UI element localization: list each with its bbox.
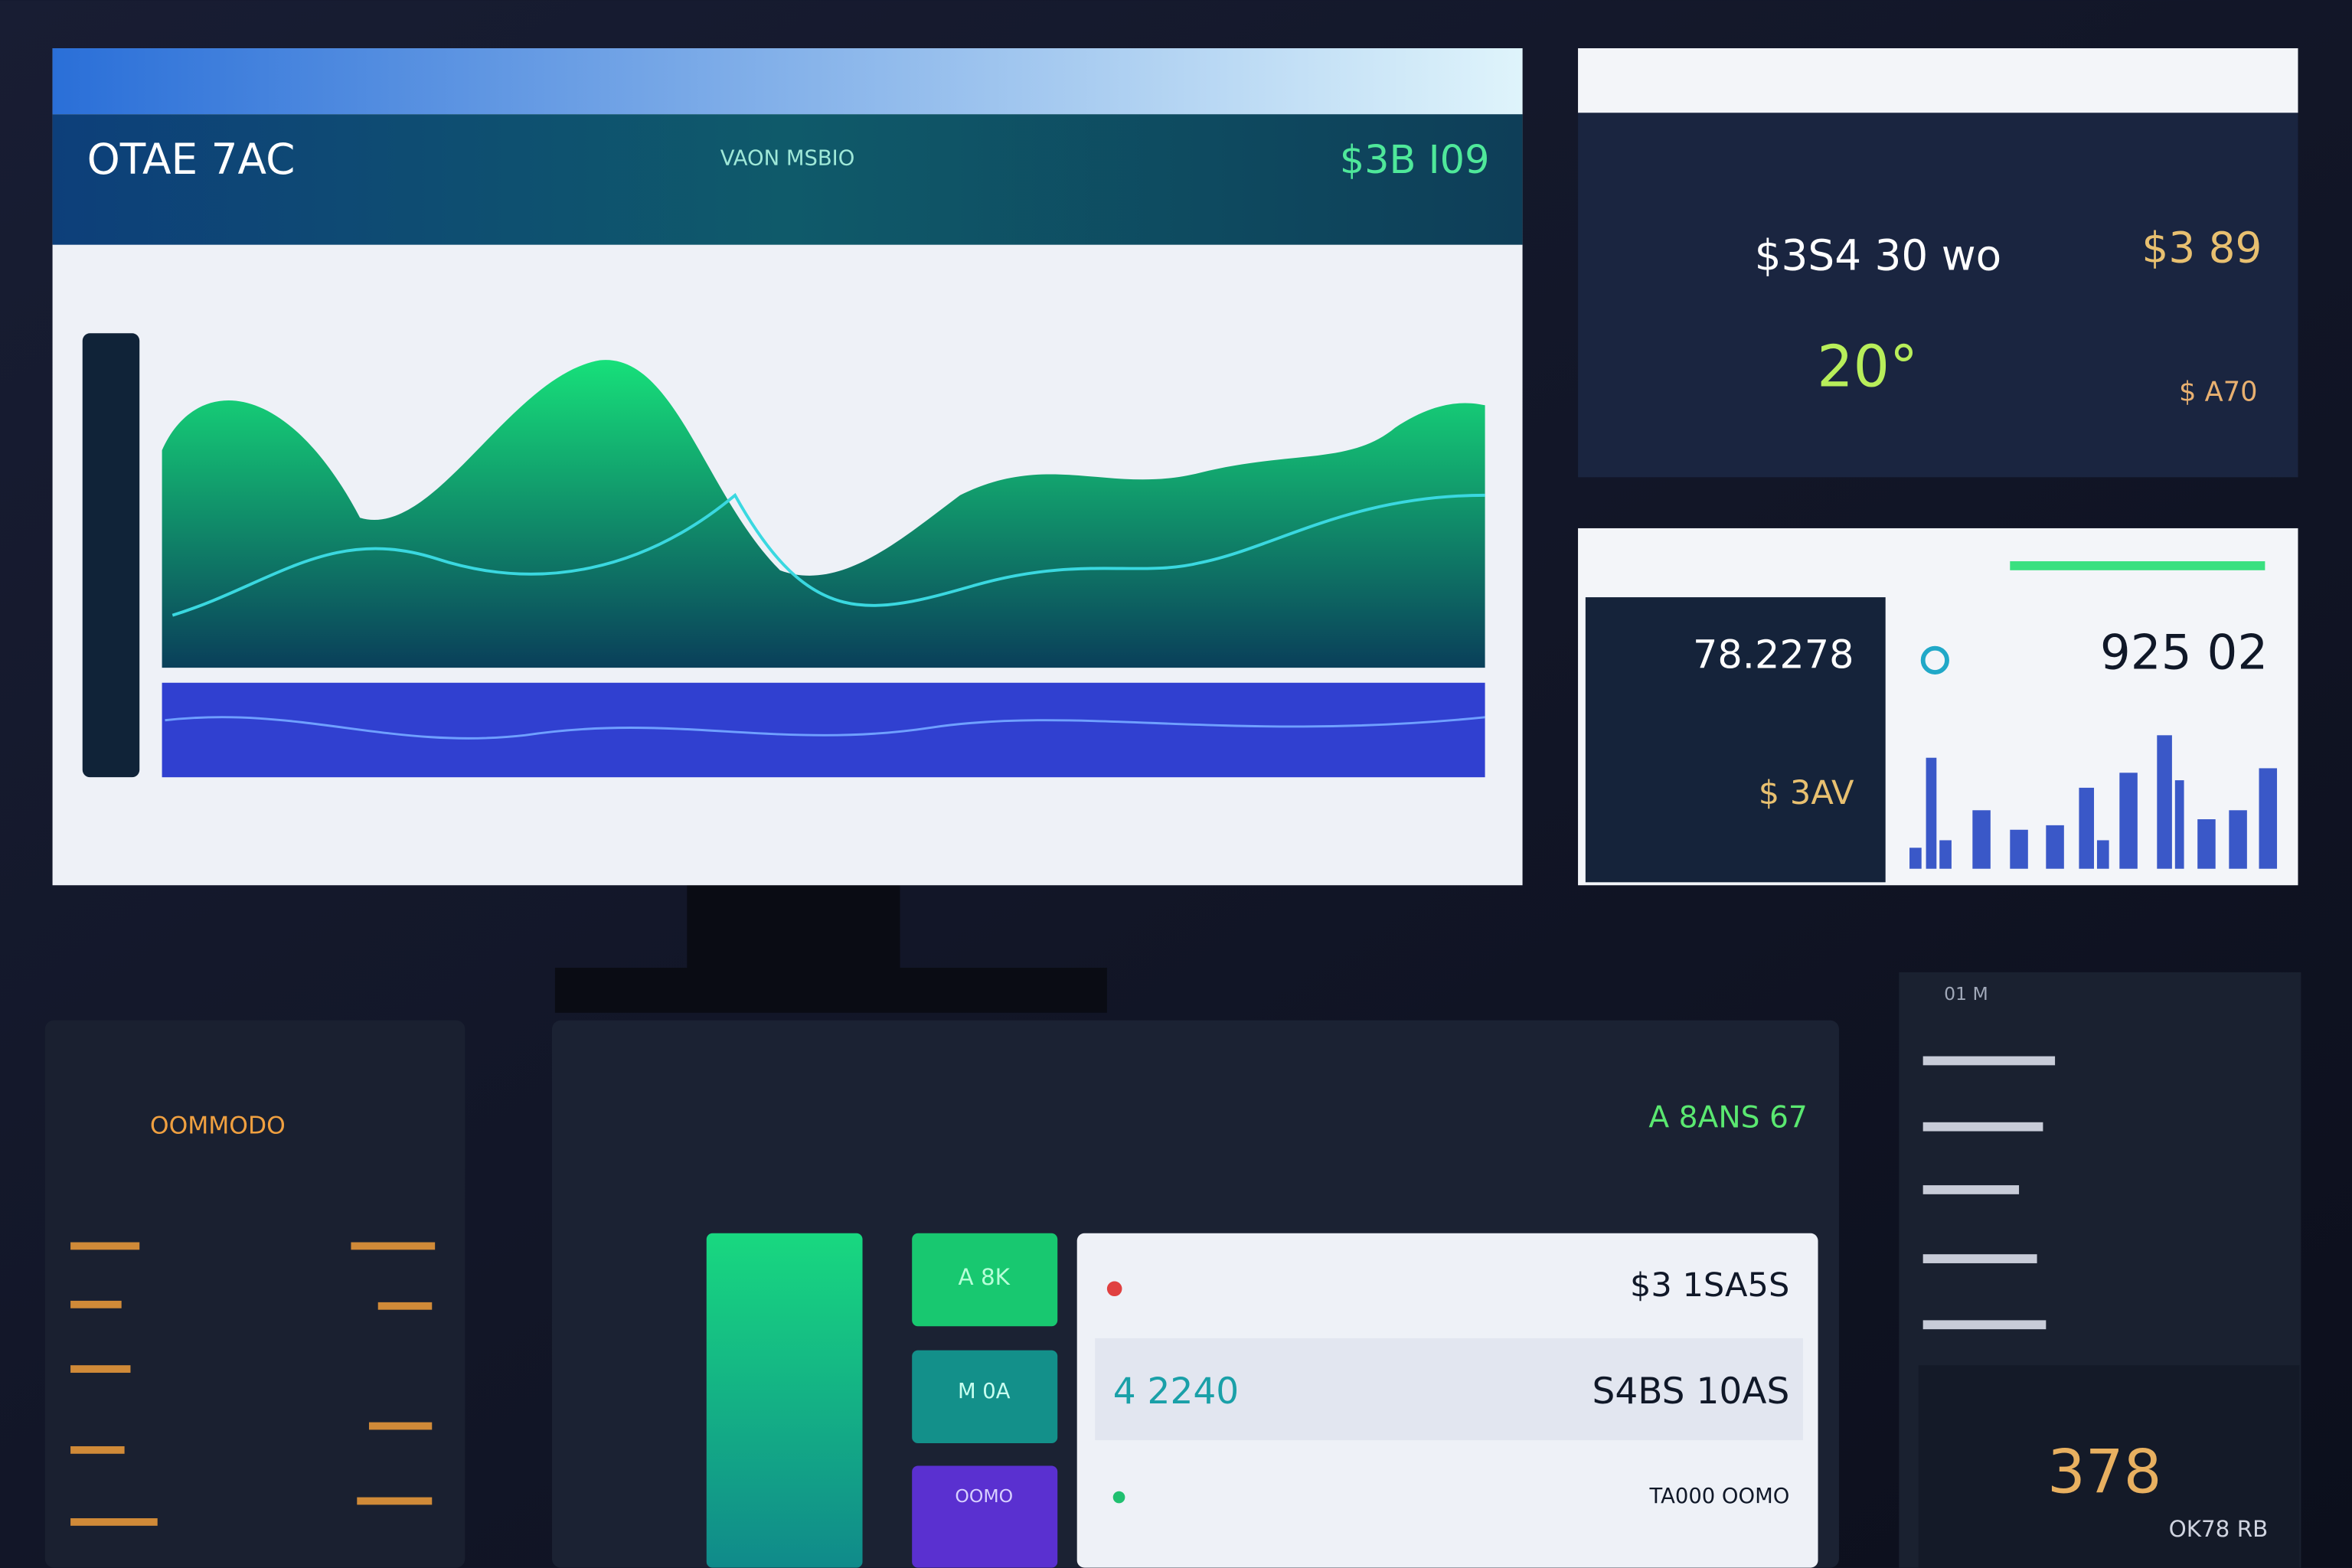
bottom-center-label: A 8ANS 67 [1648,1100,1807,1135]
bottom-right-footer: OK78 RB [2169,1516,2269,1542]
bottom-right-box [1918,1365,2300,1568]
mini-bars-item [2079,787,2095,869]
blue-band [162,682,1485,778]
mini-bars-item [2229,810,2247,869]
side-2-value-sub: $ 3AV [1759,774,1854,812]
row-1-dot [1106,1281,1122,1297]
side-2-value-left: 78.2278 [1693,632,1854,678]
table-row-highlight [1095,1338,1803,1441]
side-1-value-right: $3 89 [2141,224,2262,273]
bottom-right-rows-item [1922,1185,2020,1194]
y-axis-strip [82,333,140,778]
tile-1-label: A 8K [959,1264,1011,1290]
main-title: OTAE 7AC [87,135,296,184]
side-panel-1 [1578,48,2298,478]
bottom-left-rows-item [357,1497,433,1505]
bottom-left-rows-item [70,1365,131,1373]
mini-bars-item [2197,819,2216,869]
row-3-dot [1112,1491,1125,1504]
area-chart [162,360,1485,668]
bottom-right-header: 01 M [1944,983,1988,1004]
bottom-left-rows-item [377,1302,433,1310]
side-2-value-right: 925 02 [2100,625,2268,681]
side-panel-1-header [1578,48,2298,113]
tile-1 [912,1233,1058,1327]
side-2-dark [1585,597,1886,883]
tile-3-label: OOMO [955,1485,1013,1507]
mini-bars-item [1939,840,1952,869]
monitor-base [554,968,1107,1013]
row-1-value: $3 1SA5S [1630,1266,1789,1305]
mini-bars-item [1926,757,1937,869]
bottom-left-panel [44,1020,466,1568]
line-chart [172,492,1485,617]
mini-bars-item [2096,840,2109,869]
row-2-left: 4 2240 [1113,1370,1240,1413]
bottom-right-value: 378 [2047,1438,2162,1508]
side-1-value-small: $ A70 [2179,377,2258,408]
mini-bars-item [2046,825,2064,869]
row-2-value: S4BS 10AS [1592,1370,1789,1413]
bottom-left-rows-item [70,1446,125,1454]
bottom-left-rows-item [70,1300,122,1308]
bottom-left-label: OOMMODO [150,1112,286,1140]
bottom-left-rows-item [70,1518,158,1526]
bottom-right-rows-item [1922,1122,2043,1132]
tile-3 [912,1465,1058,1568]
band-line [165,716,1485,740]
mini-bars-item [2157,735,2172,869]
bottom-left-rows-item [368,1422,433,1430]
bottom-left-rows [70,1242,436,1526]
bottom-right-rows [1922,1056,2056,1330]
side-2-header-bar [2010,561,2265,570]
bottom-right-rows-item [1922,1056,2056,1066]
monitor-stand [687,882,900,975]
side-1-value-main: $3S4 30 wo [1755,230,2002,279]
row-3-value: TA000 OOMO [1649,1485,1790,1508]
main-header [52,48,1523,115]
mini-bars-item [2259,768,2278,869]
tall-bar [706,1233,863,1568]
bottom-left-rows-item [70,1242,140,1250]
mini-bars-item [2010,829,2028,869]
main-banner [52,114,1523,245]
main-value: $3B I09 [1340,138,1490,183]
main-center-label: VAON MSBIO [720,147,855,171]
bottom-right-rows-item [1922,1320,2047,1330]
bottom-right-rows-item [1922,1254,2037,1263]
mini-bars-item [2174,780,2184,869]
tile-2 [912,1350,1058,1444]
mini-bars-item [1909,848,1922,869]
side-2-icon [1920,645,1949,675]
bottom-left-rows-item [351,1242,436,1250]
side-1-temp: 20° [1817,334,1918,400]
mini-bars-item [2119,773,2138,869]
tile-2-label: M 0A [958,1380,1011,1403]
mini-bars-item [1972,810,1991,869]
mini-bars [1909,735,2278,869]
